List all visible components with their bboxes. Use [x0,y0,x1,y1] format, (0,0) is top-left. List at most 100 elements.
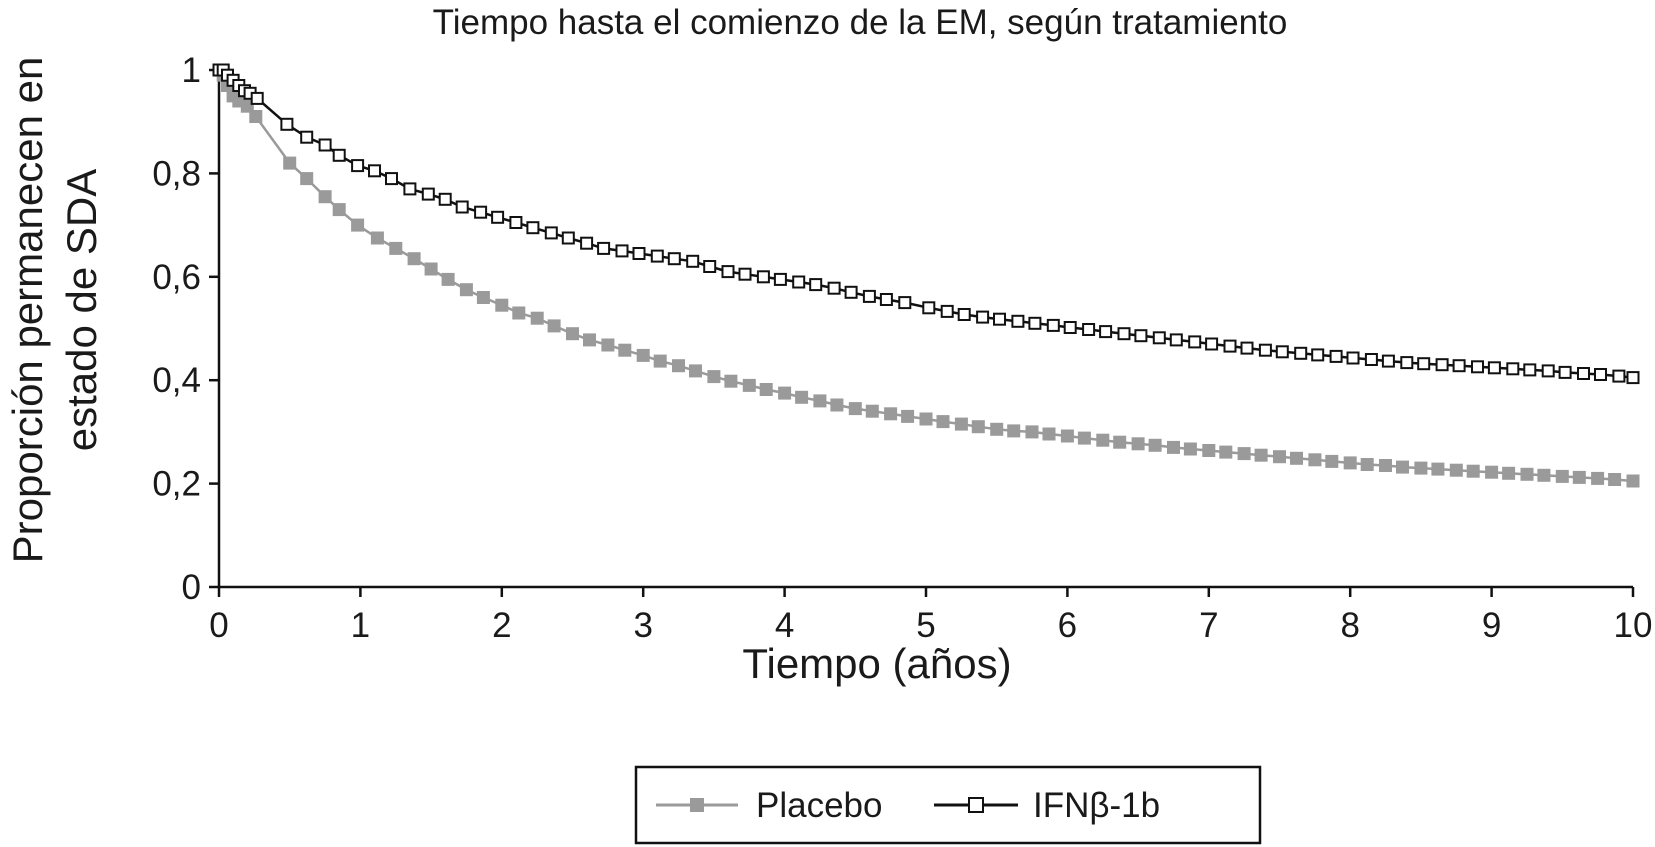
data-point [1485,465,1499,479]
data-point [844,285,858,299]
x-tick-label: 7 [1199,606,1218,645]
data-point [526,221,540,235]
data-point [332,203,346,217]
data-point [1294,346,1308,360]
data-point [1113,435,1127,449]
data-point [1167,440,1180,454]
series-layer [212,63,1640,488]
data-point [1077,431,1091,445]
data-point [509,216,523,229]
data-point [1152,331,1166,345]
legend: Placebo IFNβ-1b [634,765,1262,845]
data-point [351,218,365,232]
data-point [936,415,950,429]
data-point [1169,333,1183,347]
data-point [1082,323,1096,336]
data-point [1343,456,1357,470]
data-point [250,91,264,105]
data-point [686,254,700,268]
data-point [1608,473,1622,486]
data-point [618,343,632,357]
data-point [1275,345,1289,359]
data-point [1099,325,1113,339]
data-point [848,402,862,416]
data-point [476,291,490,304]
data-point [561,231,575,245]
data-point [368,164,381,178]
data-point [1431,462,1445,476]
data-point [1346,351,1360,365]
data-point [1237,447,1251,461]
data-point [332,148,346,162]
data-point [976,310,990,324]
data-point [1290,451,1303,465]
data-point [898,296,912,310]
data-point [742,378,756,392]
series-line [219,68,1634,379]
data-point [1452,359,1466,373]
data-point [1520,467,1534,481]
data-point [601,338,615,352]
x-tick-label: 3 [633,606,652,645]
data-point [1007,424,1021,438]
data-point [1254,448,1268,462]
data-point [1506,362,1520,376]
data-point [830,398,844,412]
data-point [756,270,770,284]
data-point [1042,427,1056,441]
y-tick-label: 0 [182,568,201,607]
data-point [544,226,558,240]
data-point [1541,364,1555,378]
data-point [597,241,611,255]
y-tick-label: 0,2 [152,465,201,504]
data-point [1360,458,1374,471]
data-point [724,374,738,388]
data-point [1311,348,1325,362]
data-point [280,117,294,131]
y-axis-ticks: 0 0,2 0,4 0,6 0,8 1 [152,51,219,607]
data-point [370,231,384,245]
data-point [653,354,667,368]
data-point [1449,463,1463,477]
y-axis-title-line-1: Proporción permanecen en [4,57,51,564]
data-point [827,281,841,295]
data-point [667,252,681,266]
data-point [1025,425,1039,439]
x-tick-label: 10 [1614,606,1653,645]
data-point [721,265,735,279]
data-point [1223,339,1237,353]
data-point [1364,353,1378,366]
data-point [318,138,332,152]
x-tick-label: 2 [492,606,511,645]
x-tick-label: 8 [1340,606,1359,645]
data-point [1134,329,1148,343]
data-point [971,420,985,434]
x-tick-label: 5 [916,606,935,645]
y-tick-label: 1 [182,51,201,90]
data-point [615,244,629,258]
data-point [703,260,717,273]
data-point [1591,471,1605,485]
data-point [957,308,971,321]
legend-label-ifnb: IFNβ-1b [1033,786,1160,825]
data-point [1555,469,1569,483]
axes [217,68,1633,589]
data-point [1626,371,1640,385]
data-point [792,275,806,289]
data-point [922,301,936,315]
data-point [547,319,561,333]
legend-item-ifnb: IFNβ-1b [934,786,1160,825]
data-point [1325,454,1339,468]
data-point [795,390,809,404]
y-axis-title: Proporción permanecen en estado de SDA [4,57,105,564]
data-point [530,311,544,325]
data-point [1537,468,1551,482]
data-point [474,205,488,219]
data-point [940,304,954,318]
data-point [993,312,1006,326]
data-point [1626,474,1640,488]
data-point [990,422,1004,436]
data-point [1028,316,1042,330]
data-point [1558,365,1572,379]
data-point [1400,356,1414,370]
